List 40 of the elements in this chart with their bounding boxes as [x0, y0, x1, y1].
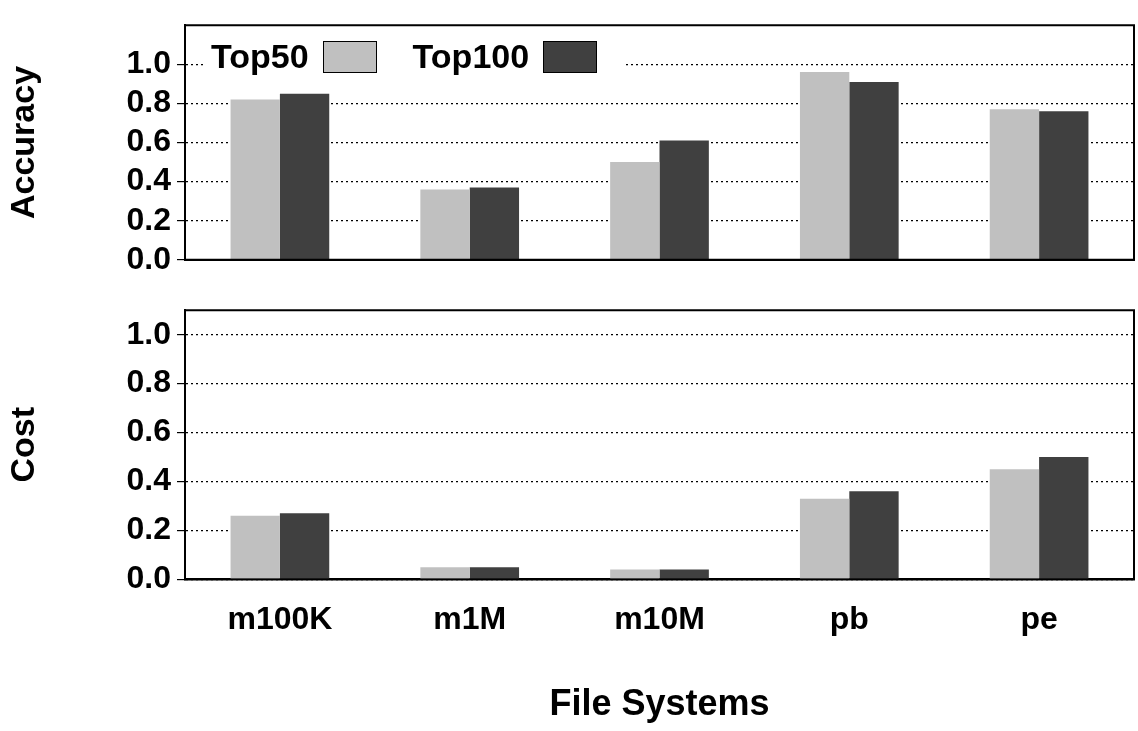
y-tick-label: 1.0	[126, 314, 171, 351]
bar	[799, 72, 850, 260]
bar	[420, 189, 470, 260]
x-tick-label: pe	[1020, 600, 1058, 637]
y-tick-label: 0.6	[126, 122, 171, 159]
bar	[1039, 457, 1089, 579]
y-tick-label: 0.4	[126, 161, 172, 198]
bar	[279, 513, 330, 579]
bar	[849, 491, 899, 579]
bar	[420, 567, 470, 579]
bar	[849, 81, 899, 260]
bar	[1039, 111, 1089, 260]
x-tick-label: m1M	[433, 600, 507, 637]
y-tick-label: 1.0	[126, 44, 171, 81]
bar	[279, 93, 330, 260]
y-tick-label: 0.4	[126, 461, 172, 498]
y-tick-label: 0.2	[126, 510, 171, 547]
legend-label: Top50	[211, 37, 309, 77]
x-axis-title: File Systems	[549, 682, 770, 724]
bar	[230, 515, 280, 579]
y-axis-title: Accuracy	[2, 65, 41, 220]
bar	[989, 109, 1040, 260]
legend-label: Top100	[412, 37, 530, 77]
bar	[469, 567, 520, 579]
x-tick-label: m100K	[227, 600, 333, 637]
bar	[659, 140, 709, 260]
y-tick-label: 0.6	[126, 412, 171, 449]
bar	[610, 162, 660, 260]
y-tick-label: 0.8	[126, 363, 171, 400]
x-tick-label: m10M	[614, 600, 705, 637]
bar	[799, 498, 850, 579]
y-axis-title: Cost	[2, 407, 41, 483]
y-tick-label: 0.0	[126, 559, 171, 596]
y-tick-label: 0.2	[126, 200, 171, 237]
x-tick-label: pb	[829, 600, 869, 637]
y-tick-label: 0.0	[126, 239, 171, 276]
y-tick-label: 0.8	[126, 83, 171, 120]
bar	[469, 187, 520, 260]
bar	[230, 99, 280, 260]
bar	[989, 469, 1040, 579]
